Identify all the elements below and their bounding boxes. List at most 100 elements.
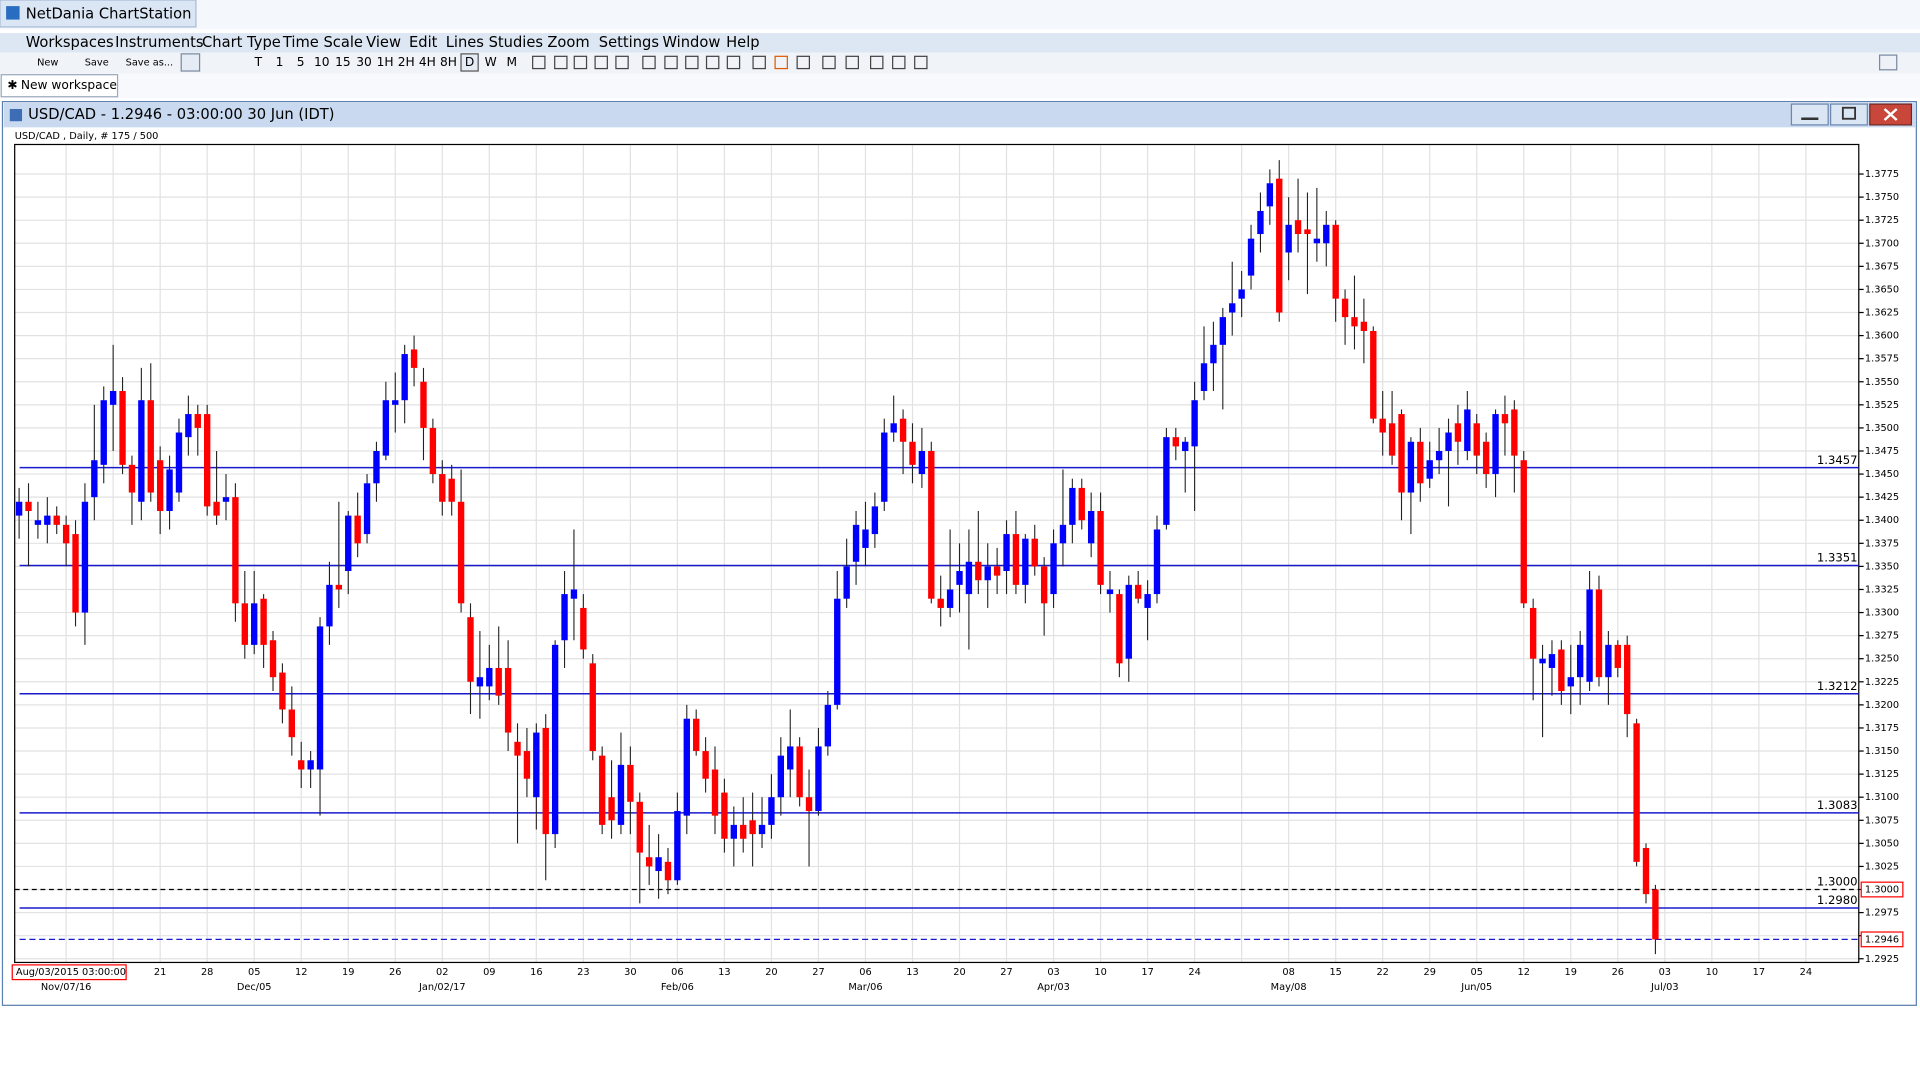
candle-body [1642,847,1650,895]
tool-icon[interactable] [573,55,588,70]
chart-type-button[interactable] [180,53,201,72]
tool-icon[interactable] [532,55,546,70]
candle-body [815,746,822,812]
minimize-button[interactable] [1790,103,1829,126]
candle-body [1116,594,1123,664]
x-period-label: Nov/07/16 [41,982,92,993]
interval-button[interactable]: 1 [276,55,284,69]
menu-item[interactable]: Edit [409,34,438,51]
tool-icon[interactable] [594,55,608,70]
workspace-tab[interactable] [0,74,119,98]
tool-icon[interactable] [822,55,836,70]
tab-close[interactable]: ✱ [7,78,17,92]
tool-icon[interactable] [615,55,629,70]
interval-button[interactable]: W [485,55,497,69]
interval-button[interactable]: T [254,55,263,69]
tool-icon[interactable] [685,55,699,70]
menu-item[interactable]: Studies [489,34,543,51]
tool-icon[interactable] [642,55,656,70]
candle-body [25,501,32,512]
x-tick-label: 03 [1659,967,1671,978]
tab-label[interactable]: New workspace [21,78,117,92]
menu-item[interactable]: Settings [599,34,659,51]
y-tick-label: 1.3275 [1865,631,1899,642]
restore-icon [1841,106,1857,120]
candle-body [166,469,173,512]
candle-body [467,617,474,682]
candle-body [1144,594,1151,608]
toolbar-panel-button[interactable] [1878,54,1898,71]
menu-item[interactable]: Time Scale [282,34,363,51]
menu-item[interactable]: View [366,34,401,51]
candle-body [316,626,324,770]
x-tick-label: 02 [436,967,448,978]
interval-button[interactable]: 15 [335,55,351,69]
candle-body [1153,529,1161,595]
tool-icon[interactable] [796,55,810,70]
candle-body [655,857,662,872]
toolbar-button[interactable]: Save [85,57,109,68]
interval-button[interactable]: 8H [440,55,457,69]
candle-body [598,755,606,825]
candle-body [1360,321,1368,331]
candle-body [843,566,850,599]
interval-button[interactable]: 30 [356,55,372,69]
tool-icon[interactable] [870,55,884,70]
tool-icon[interactable] [774,55,788,70]
candle-body [1454,423,1462,442]
candle-body [1040,566,1048,604]
candle-body [1191,400,1198,447]
candle-body [1426,460,1433,479]
candle-body [1069,487,1076,525]
interval-button[interactable]: 5 [297,55,305,69]
candle-body [486,667,493,687]
restore-button[interactable] [1830,103,1868,126]
axis-price-label: 1.3000 [1865,885,1899,896]
interval-button[interactable]: 2H [398,55,415,69]
menu-item[interactable]: Chart Type [202,34,281,51]
y-tick-label: 1.3200 [1865,700,1899,711]
candle-body [1031,538,1038,567]
menu-item[interactable]: Lines [446,34,484,51]
candle-body [1548,654,1556,668]
tool-icon[interactable] [914,55,928,70]
candle-body [1586,589,1593,682]
interval-button[interactable]: M [507,55,518,69]
candle-body [72,534,79,613]
menu-item[interactable]: Window [662,34,720,51]
tool-icon[interactable] [892,55,906,70]
candle-body [1087,511,1095,544]
tool-icon[interactable] [752,55,766,70]
tool-icon[interactable] [705,55,720,70]
chart-title: USD/CAD - 1.2946 - 03:00:00 30 Jun (IDT) [28,106,334,123]
candle-body [401,354,408,401]
candle-body [542,727,549,835]
toolbar-button[interactable]: New [37,57,58,68]
candle-body [589,663,596,752]
menu-item[interactable]: Help [726,34,759,51]
menu-item[interactable]: Workspaces [26,34,114,51]
level-label: 1.3212 [1817,679,1858,693]
x-tick-label: 20 [953,967,965,978]
tool-icon[interactable] [664,55,678,70]
level-label: 1.3351 [1817,551,1858,565]
candle-body [1379,418,1386,433]
menu-item[interactable]: Instruments [115,34,203,51]
candle-body [1633,723,1640,862]
candle-body [457,501,465,604]
x-tick-label: 19 [1565,967,1577,978]
interval-button[interactable]: 10 [314,55,330,69]
menu-item[interactable]: Zoom [547,34,589,51]
candle-body [298,760,305,770]
candle-body [1332,224,1339,299]
interval-button[interactable]: D [465,55,474,69]
candle-body [824,704,832,747]
toolbar-button[interactable]: Save as... [126,57,174,68]
tool-icon[interactable] [845,55,859,70]
tool-icon[interactable] [726,55,741,70]
candle-body [1294,220,1302,235]
interval-button[interactable]: 4H [419,55,436,69]
tool-icon[interactable] [554,55,568,70]
interval-button[interactable]: 1H [377,55,394,69]
